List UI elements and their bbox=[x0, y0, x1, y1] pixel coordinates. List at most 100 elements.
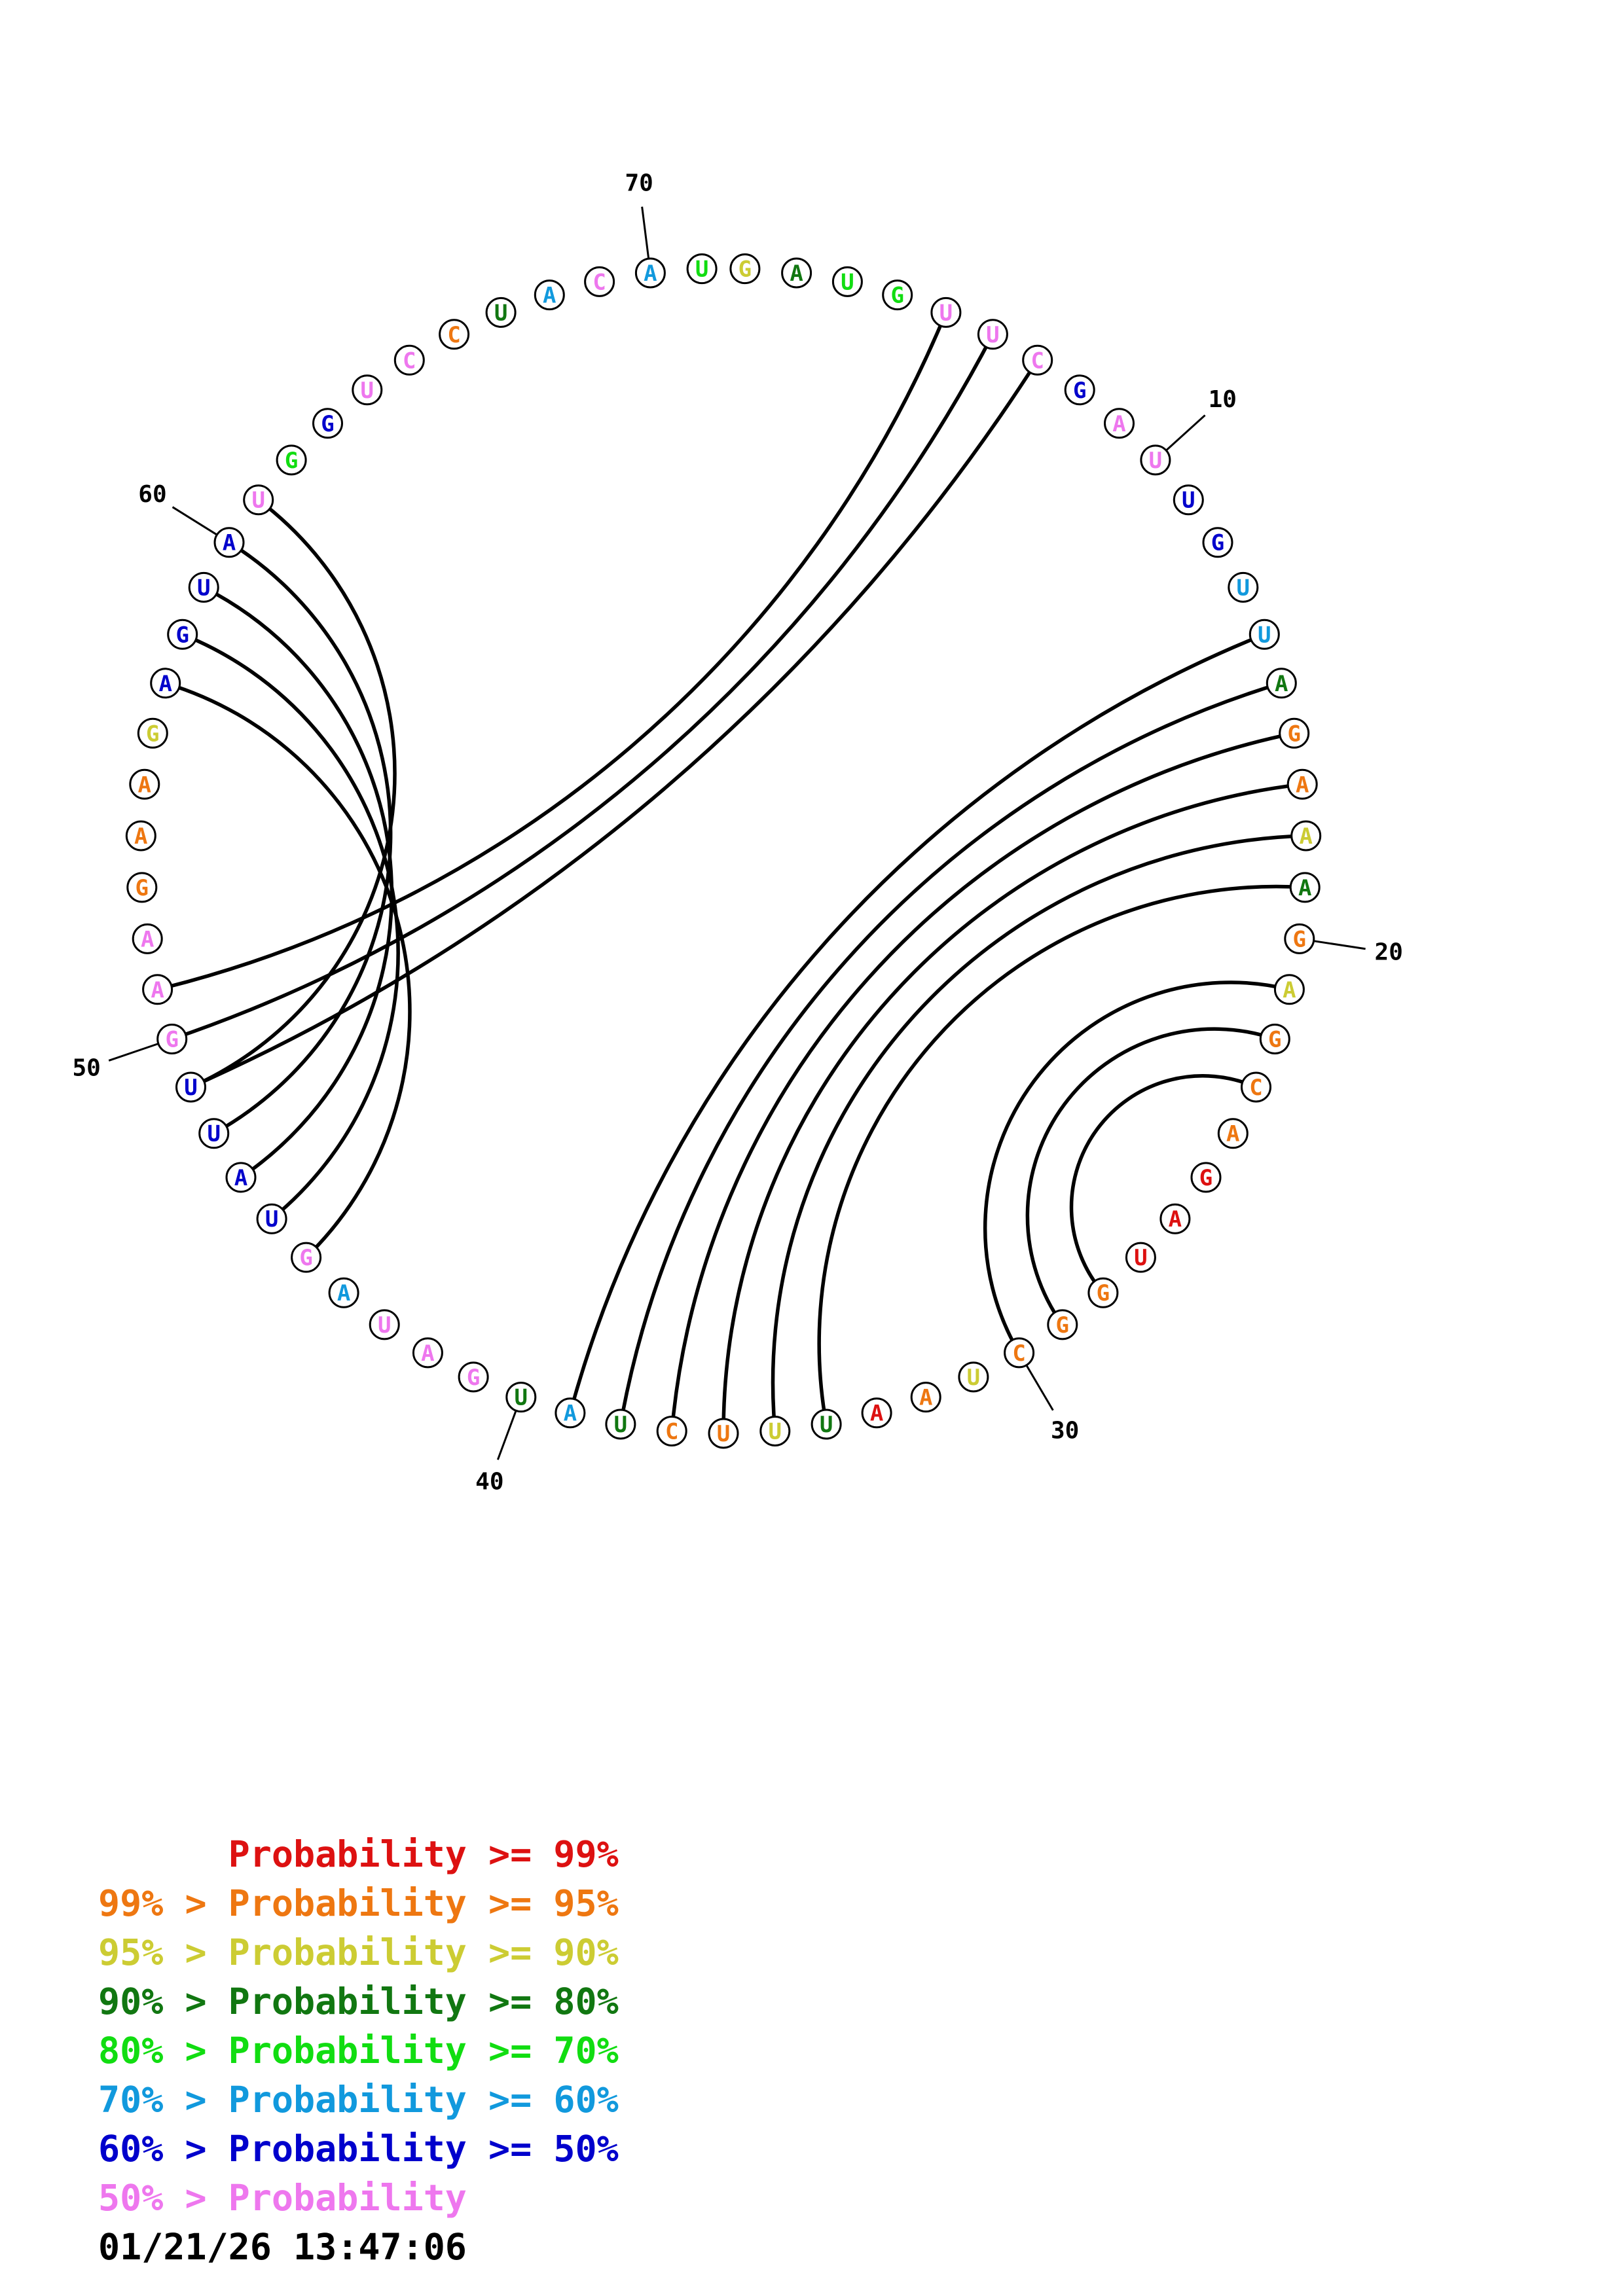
nucleotide-letter: U bbox=[378, 1312, 391, 1338]
nucleotide-37: C bbox=[656, 1416, 687, 1446]
base-pair-arc-5-51 bbox=[156, 312, 948, 992]
nucleotide-letter: G bbox=[136, 875, 149, 901]
nucleotide-66: C bbox=[439, 319, 470, 350]
nucleotide-63: G bbox=[312, 408, 343, 439]
nucleotide-circle bbox=[328, 1277, 359, 1308]
nucleotide-letter: G bbox=[175, 622, 189, 648]
nucleotide-circle bbox=[1273, 974, 1305, 1005]
nucleotide-letter: A bbox=[158, 671, 172, 697]
nucleotide-letter: A bbox=[151, 977, 164, 1003]
nucleotide-circle bbox=[634, 257, 666, 289]
legend-entry: 90% > Probability >= 80% bbox=[98, 1981, 619, 2022]
nucleotide-5: U bbox=[930, 296, 962, 328]
nucleotide-circle bbox=[1140, 444, 1171, 476]
nucleotide-circle bbox=[505, 1382, 537, 1413]
nucleotide-27: U bbox=[1125, 1242, 1156, 1273]
nucleotide-circle bbox=[132, 923, 163, 954]
nucleotide-circle bbox=[137, 717, 168, 749]
base-pair-arc-22-29 bbox=[1025, 1027, 1276, 1326]
nucleotide-circle bbox=[1249, 619, 1280, 650]
nucleotide-letter: A bbox=[790, 260, 803, 287]
tick-label-50: 50 bbox=[72, 1055, 100, 1082]
nucleotide-50: G bbox=[156, 1024, 188, 1054]
nucleotide-letter: U bbox=[184, 1075, 197, 1101]
nucleotide-letter: G bbox=[321, 411, 334, 437]
nucleotide-circle bbox=[129, 768, 160, 800]
nucleotide-28: G bbox=[1087, 1277, 1119, 1308]
nucleotide-letter: U bbox=[265, 1206, 278, 1232]
nucleotide-circle bbox=[1266, 668, 1297, 699]
nucleotide-letter: U bbox=[361, 378, 374, 404]
nucleotide-circle bbox=[1104, 408, 1135, 439]
base-pair-arc-49-61 bbox=[190, 498, 397, 1089]
nucleotide-letter: U bbox=[494, 300, 507, 326]
nucleotide-26: A bbox=[1159, 1203, 1191, 1234]
tick-label-20: 20 bbox=[1375, 939, 1403, 966]
nucleotide-68: A bbox=[534, 279, 565, 311]
nucleotide-letter: A bbox=[421, 1340, 434, 1367]
nucleotide-circle bbox=[412, 1337, 443, 1369]
nucleotide-letter: G bbox=[1293, 926, 1306, 952]
nucleotide-letter: U bbox=[251, 488, 264, 514]
nucleotide-circle bbox=[213, 527, 245, 558]
tick-label-10: 10 bbox=[1209, 386, 1237, 413]
base-pair-arc-23-28 bbox=[1069, 1074, 1257, 1294]
nucleotide-40: U bbox=[505, 1382, 537, 1413]
nucleotide-22: G bbox=[1259, 1024, 1290, 1054]
legend-entry: 95% > Probability >= 90% bbox=[98, 1931, 619, 1973]
tick-line-30 bbox=[1025, 1365, 1054, 1411]
nucleotide-circle bbox=[188, 571, 219, 603]
nucleotide-letter: G bbox=[1268, 1027, 1281, 1053]
nucleotide-circle bbox=[656, 1416, 687, 1446]
base-pair-arc-47-59 bbox=[202, 585, 394, 1179]
tick-label-70: 70 bbox=[625, 170, 653, 197]
nucleotide-4: G bbox=[882, 279, 913, 311]
nucleotide-55: A bbox=[129, 768, 160, 800]
nucleotide-circle bbox=[198, 1118, 230, 1149]
nucleotide-letter: U bbox=[614, 1412, 627, 1438]
nucleotide-21: A bbox=[1273, 974, 1305, 1005]
nucleotide-letter: A bbox=[919, 1385, 932, 1411]
nucleotide-circle bbox=[1173, 484, 1204, 516]
nucleotide-circle bbox=[276, 444, 307, 476]
tick-label-40: 40 bbox=[475, 1468, 503, 1495]
nucleotide-circle bbox=[1047, 1309, 1078, 1340]
tick-line-70 bbox=[641, 206, 650, 259]
nucleotide-letter: A bbox=[1283, 977, 1296, 1003]
nucleotide-letter: G bbox=[467, 1365, 480, 1391]
nucleotide-circle bbox=[369, 1309, 400, 1340]
nucleotide-letter: U bbox=[841, 269, 854, 295]
nucleotide-letter: G bbox=[146, 721, 159, 747]
nucleotide-30: C bbox=[1004, 1337, 1035, 1369]
nucleotide-letter: A bbox=[1169, 1206, 1182, 1232]
base-pair-arc-46-58 bbox=[181, 632, 400, 1221]
nucleotide-57: A bbox=[150, 668, 181, 699]
nucleotide-letter: A bbox=[1275, 671, 1288, 697]
nucleotide-circle bbox=[708, 1418, 739, 1449]
nucleotide-circle bbox=[1004, 1337, 1035, 1369]
nucleotide-letter: G bbox=[1211, 530, 1224, 556]
base-pair-arc-21-30 bbox=[983, 980, 1290, 1354]
base-pair-arc-48-60 bbox=[213, 541, 393, 1136]
nucleotide-letter: U bbox=[197, 575, 210, 601]
nucleotide-7: C bbox=[1022, 344, 1053, 376]
nucleotide-18: A bbox=[1290, 820, 1322, 852]
tick-line-20 bbox=[1313, 940, 1366, 950]
base-pair-arc-14-39 bbox=[568, 632, 1266, 1414]
nucleotide-letter: C bbox=[665, 1419, 678, 1445]
nucleotide-letter: C bbox=[1249, 1075, 1262, 1101]
nucleotide-36: U bbox=[708, 1418, 739, 1449]
legend-entry: 80% > Probability >= 70% bbox=[98, 2030, 619, 2072]
nucleotide-letter: A bbox=[1226, 1121, 1239, 1147]
tick-line-60 bbox=[172, 506, 218, 536]
nucleotide-circle bbox=[439, 319, 470, 350]
nucleotide-62: G bbox=[276, 444, 307, 476]
nucleotide-circle bbox=[1279, 717, 1310, 749]
nucleotide-11: U bbox=[1173, 484, 1204, 516]
nucleotide-20: G bbox=[1284, 923, 1315, 954]
nucleotide-41: G bbox=[458, 1361, 489, 1393]
nucleotide-letter: U bbox=[986, 322, 999, 348]
nucleotide-letter: G bbox=[285, 448, 298, 474]
nucleotide-circle bbox=[1022, 344, 1053, 376]
